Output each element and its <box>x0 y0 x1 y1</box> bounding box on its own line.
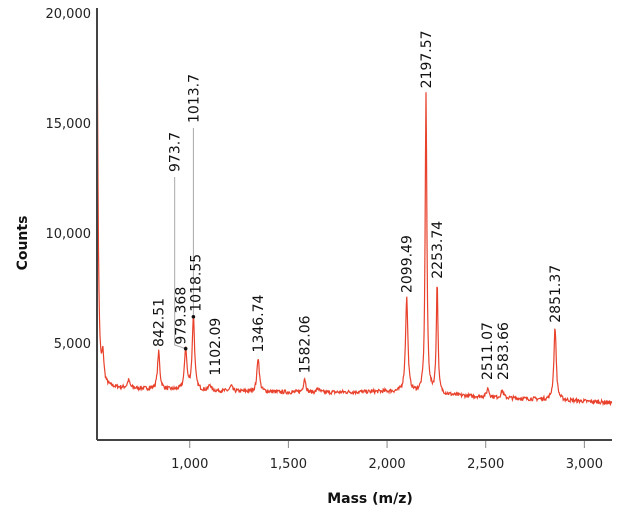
x-tick-label: 2,500 <box>467 457 504 472</box>
y-tick-label: 5,000 <box>54 337 91 352</box>
peak-label: 1018.55 <box>188 254 204 312</box>
x-tick-label: 3,000 <box>566 457 603 472</box>
leader-dot <box>191 314 196 319</box>
peak-label: 2197.57 <box>419 30 435 88</box>
x-axis-label: Mass (m/z) <box>327 491 413 507</box>
peak-label: 2253.74 <box>430 221 446 279</box>
x-axis-ticks: 1,000 1,500 2,000 2,500 3,000 <box>171 440 603 472</box>
y-tick-label: 15,000 <box>46 117 92 132</box>
peak-label: 973.7 <box>168 132 184 172</box>
x-tick-label: 1,000 <box>171 457 208 472</box>
y-axis-label: Counts <box>15 216 31 271</box>
peak-label: 2099.49 <box>400 235 416 293</box>
peak-label: 842.51 <box>152 298 168 347</box>
peak-label: 1102.09 <box>208 318 224 376</box>
y-tick-label: 20,000 <box>46 7 92 22</box>
peak-label: 2511.07 <box>480 322 496 380</box>
leader-line <box>174 177 186 350</box>
y-axis-ticks: 5,000 10,000 15,000 20,000 <box>46 7 92 352</box>
y-tick-label: 10,000 <box>46 227 92 242</box>
peak-label: 2583.66 <box>496 322 512 380</box>
peak-label: 1013.7 <box>186 74 202 123</box>
spectrum-line <box>96 38 613 407</box>
x-tick-label: 1,500 <box>270 457 307 472</box>
peak-label: 979.368 <box>174 287 190 345</box>
leader-dot <box>183 346 188 351</box>
peak-label: 2851.37 <box>548 265 564 323</box>
x-tick-label: 2,000 <box>368 457 405 472</box>
peak-label: 1346.74 <box>251 294 267 352</box>
peak-label: 1582.06 <box>298 315 314 373</box>
